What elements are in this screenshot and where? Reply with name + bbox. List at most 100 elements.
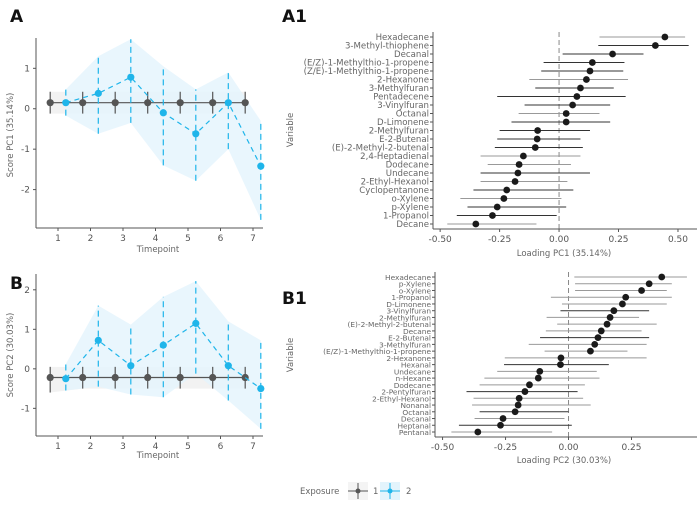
variable-label: 1-Propanol xyxy=(383,212,429,222)
variable-label: Nonanal xyxy=(400,401,431,410)
data-point xyxy=(257,162,265,170)
legend-label-2: 2 xyxy=(406,487,411,497)
loading-point xyxy=(511,408,519,416)
variable-label: o-Xylene xyxy=(399,286,432,295)
variable-label: (E)-2-Methyl-2-butenal xyxy=(347,320,431,329)
legend-key-1 xyxy=(348,482,368,500)
loading-point xyxy=(573,93,581,100)
y-tick-label: -1 xyxy=(21,404,30,414)
data-point xyxy=(111,373,119,382)
x-tick-label: -0.25 xyxy=(494,443,517,453)
data-point xyxy=(159,341,167,349)
data-point xyxy=(127,73,135,81)
variable-label: (E/Z)-1-Methylthio-1-propene xyxy=(304,59,429,69)
variable-label: Decane xyxy=(396,220,429,230)
variable-label: 2-Hexanone xyxy=(386,354,431,363)
variable-label: 2-Ethyl-Hexanol xyxy=(361,178,429,188)
data-point xyxy=(46,99,54,107)
panel-label-a: A xyxy=(10,7,24,27)
loading-point xyxy=(503,186,511,194)
loading-point xyxy=(645,280,653,288)
variable-label: Decanal xyxy=(401,415,431,424)
variable-label: 2-Pentylfuran xyxy=(381,388,431,397)
variable-label: (E/Z)-1-Methylthio-1-propene xyxy=(323,347,431,356)
loading-point xyxy=(603,320,611,328)
y-tick-label: 1 xyxy=(24,325,30,335)
legend-title: Exposure xyxy=(300,487,339,497)
variable-label: 2-Hexanone xyxy=(377,76,429,86)
x-tick-label: 0.25 xyxy=(621,443,641,453)
variable-label: 2-Methylfuran xyxy=(379,313,431,322)
variable-label: D-Limonene xyxy=(386,300,431,309)
loading-point xyxy=(497,421,504,429)
loading-point xyxy=(562,110,570,117)
y-axis-title-b: Score PC2 (30.03%) xyxy=(6,313,16,398)
variable-label: p-Xylene xyxy=(391,203,429,213)
loading-point xyxy=(526,381,533,389)
loading-point xyxy=(557,361,564,369)
variable-label: 3-Vinylfuran xyxy=(377,101,429,111)
variable-label: Pentanal xyxy=(399,428,431,437)
variable-label: (Z/E)-1-Methylthio-1-propene xyxy=(304,67,429,77)
loading-point xyxy=(489,212,496,219)
loading-point xyxy=(610,307,618,315)
variable-label: o-Xylene xyxy=(392,195,429,205)
variable-label: Cyclopentanone xyxy=(359,186,429,196)
x-tick-label: 0.50 xyxy=(668,235,688,245)
loading-point xyxy=(562,118,570,126)
variable-label: 2,4-Heptadienal xyxy=(360,152,429,162)
x-axis-title-b: Timepoint xyxy=(136,451,180,461)
loading-point xyxy=(511,178,519,185)
y-axis-title-a1: Variable xyxy=(286,113,296,147)
loading-point xyxy=(569,101,577,109)
loading-point xyxy=(521,388,529,395)
y-tick-label: -1 xyxy=(21,145,30,155)
loading-point xyxy=(531,144,539,151)
data-point xyxy=(224,362,232,370)
panel-a: 1 2 3 4 5 6 7 1 0 -1 -2 xyxy=(21,38,265,244)
loading-point xyxy=(533,135,541,143)
variable-label: Octanal xyxy=(402,408,431,417)
x-tick-label: 7 xyxy=(250,234,256,244)
x-tick-label: 3 xyxy=(120,234,126,244)
x-tick-label: 7 xyxy=(250,442,256,452)
x-tick-label: 3 xyxy=(120,442,126,452)
x-tick-label: 1 xyxy=(55,234,61,244)
variable-label: 3-Vinylfuran xyxy=(386,307,431,316)
loading-point xyxy=(591,340,599,348)
panel-b: 1 2 3 4 5 6 7 2 1 0 -1 xyxy=(21,274,265,452)
loading-point xyxy=(586,67,594,75)
x-tick-label: 5 xyxy=(185,442,191,452)
x-tick-label: 6 xyxy=(218,234,224,244)
data-point xyxy=(241,99,249,107)
loading-point xyxy=(514,401,522,409)
variable-label: Undecane xyxy=(394,367,432,376)
data-point xyxy=(209,373,217,382)
x-tick-label: 5 xyxy=(185,234,191,244)
variable-label: Pentadecene xyxy=(373,93,429,103)
y-tick-label: 2 xyxy=(24,286,30,296)
loading-point xyxy=(515,161,523,168)
legend-key-2 xyxy=(380,482,400,500)
data-point xyxy=(62,375,70,383)
loading-point xyxy=(583,76,590,83)
y-tick-label: 0 xyxy=(24,365,30,375)
x-tick-label: 0.00 xyxy=(558,443,578,453)
y-axis-title-a: Score PC1 (35.14%) xyxy=(6,93,16,178)
variable-label: Dodecane xyxy=(394,381,432,390)
data-point xyxy=(46,373,54,382)
y-tick-label: -2 xyxy=(21,186,30,196)
data-point xyxy=(127,362,135,370)
legend: Exposure 1 2 xyxy=(300,482,411,500)
data-point xyxy=(79,99,87,107)
loading-point xyxy=(587,347,594,355)
variable-label: Hexanal xyxy=(401,361,431,370)
data-point xyxy=(192,319,200,327)
data-point xyxy=(94,336,102,344)
x-tick-label: 6 xyxy=(218,442,224,452)
variable-label: E-2-Butenal xyxy=(388,334,431,343)
data-point xyxy=(209,99,217,107)
loading-point xyxy=(609,50,616,58)
x-axis-title-a1: Loading PC1 (35.14%) xyxy=(517,249,611,259)
